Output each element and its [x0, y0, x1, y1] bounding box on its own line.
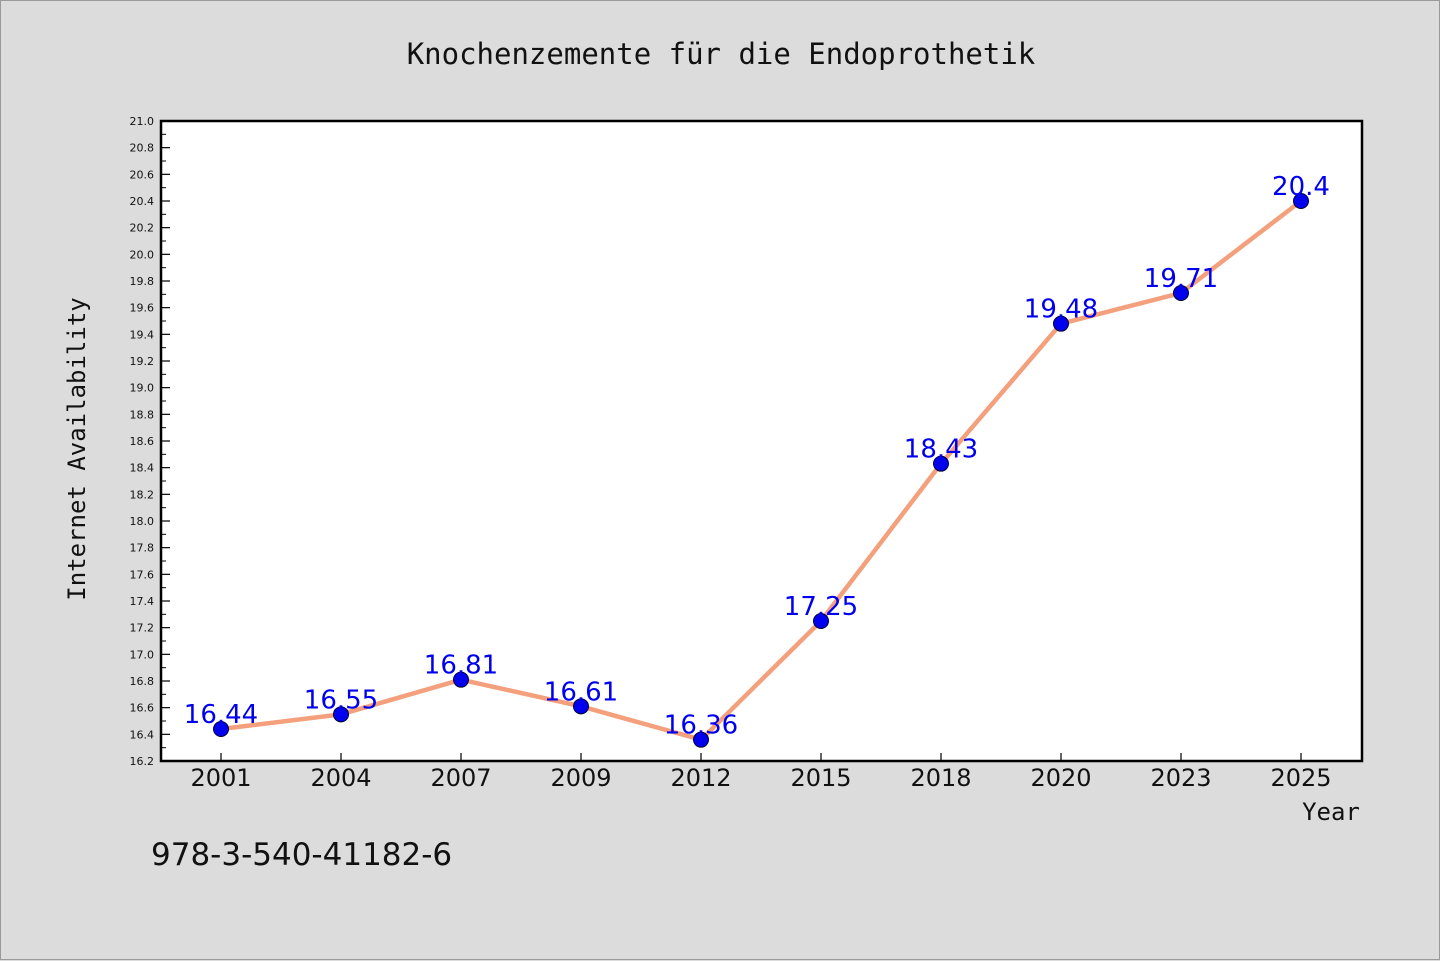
y-tick-label: 19.4 — [130, 328, 155, 341]
y-tick-label: 16.6 — [130, 702, 155, 715]
data-point — [1173, 285, 1189, 301]
y-tick-label: 17.8 — [130, 542, 155, 555]
y-axis-label: Internet Availability — [63, 297, 91, 600]
y-tick-label: 19.0 — [130, 382, 155, 395]
y-tick-label: 16.2 — [130, 755, 155, 768]
x-tick-label: 2007 — [430, 764, 491, 792]
y-tick-label: 21.0 — [130, 115, 155, 128]
y-tick-label: 20.8 — [130, 142, 155, 155]
y-tick-label: 20.4 — [130, 195, 155, 208]
y-tick-label: 16.8 — [130, 675, 155, 688]
y-tick-label: 19.8 — [130, 275, 155, 288]
y-tick-label: 17.6 — [130, 568, 155, 581]
data-label: 17.25 — [784, 592, 858, 622]
data-label: 16.61 — [544, 677, 618, 707]
data-label: 16.55 — [304, 685, 378, 715]
y-tick-label: 17.0 — [130, 648, 155, 661]
y-tick-label: 20.6 — [130, 168, 155, 181]
data-label: 20.4 — [1272, 172, 1330, 202]
x-tick-label: 2012 — [670, 764, 731, 792]
x-tick-label: 2015 — [790, 764, 851, 792]
x-tick-label: 2025 — [1270, 764, 1331, 792]
y-tick-label: 17.4 — [130, 595, 155, 608]
x-tick-label: 2023 — [1150, 764, 1211, 792]
data-label: 18.43 — [904, 435, 978, 465]
data-label: 19.71 — [1144, 264, 1218, 294]
x-tick-label: 2004 — [310, 764, 371, 792]
data-point — [333, 706, 349, 723]
y-axis: 16.2 16.4 16.6 16.8 17.0 17.2 17.4 17.6 17.8 18.0… — [130, 115, 170, 768]
data-point — [573, 698, 589, 715]
y-tick-label: 20.0 — [130, 248, 155, 261]
y-tick-label: 19.6 — [130, 302, 155, 315]
plot-area — [159, 119, 1364, 763]
y-tick-label: 18.0 — [130, 515, 155, 528]
y-tick-label: 19.2 — [130, 355, 155, 368]
y-tick-label: 16.4 — [130, 728, 155, 741]
x-axis: 2001 2004 2007 2009 2012 2015 2018 2020 2023 2025 — [190, 753, 1332, 792]
series-line — [218, 198, 1304, 742]
series-layer: 16.44 16.55 16.81 16.61 16.36 17.25 18.43 19.48… — [184, 172, 1330, 748]
x-axis-label: Year — [1302, 798, 1360, 826]
y-tick-label: 17.2 — [130, 622, 155, 635]
data-point — [813, 613, 829, 629]
y-tick-label: 18.2 — [130, 488, 155, 501]
y-tick-label: 18.8 — [130, 408, 155, 421]
y-tick-label: 18.4 — [130, 462, 155, 475]
x-tick-label: 2018 — [910, 764, 971, 792]
data-point — [693, 731, 709, 748]
y-tick-label: 18.6 — [130, 435, 155, 448]
data-point — [1053, 315, 1069, 332]
x-tick-label: 2020 — [1030, 764, 1091, 792]
x-tick-label: 2001 — [190, 764, 251, 792]
y-tick-label: 20.2 — [130, 222, 155, 235]
data-label: 16.36 — [664, 711, 738, 741]
footnote-isbn: 978-3-540-41182-6 — [151, 837, 452, 873]
chart-title: Knochenzemente für die Endoprothetik — [407, 37, 1036, 71]
data-point — [453, 671, 469, 688]
x-tick-label: 2009 — [550, 764, 611, 792]
data-point — [933, 455, 949, 472]
data-point — [1293, 193, 1309, 209]
data-label: 19.48 — [1024, 295, 1098, 325]
data-label: 16.81 — [424, 651, 498, 681]
data-point — [213, 721, 229, 737]
data-label: 16.44 — [184, 700, 258, 730]
